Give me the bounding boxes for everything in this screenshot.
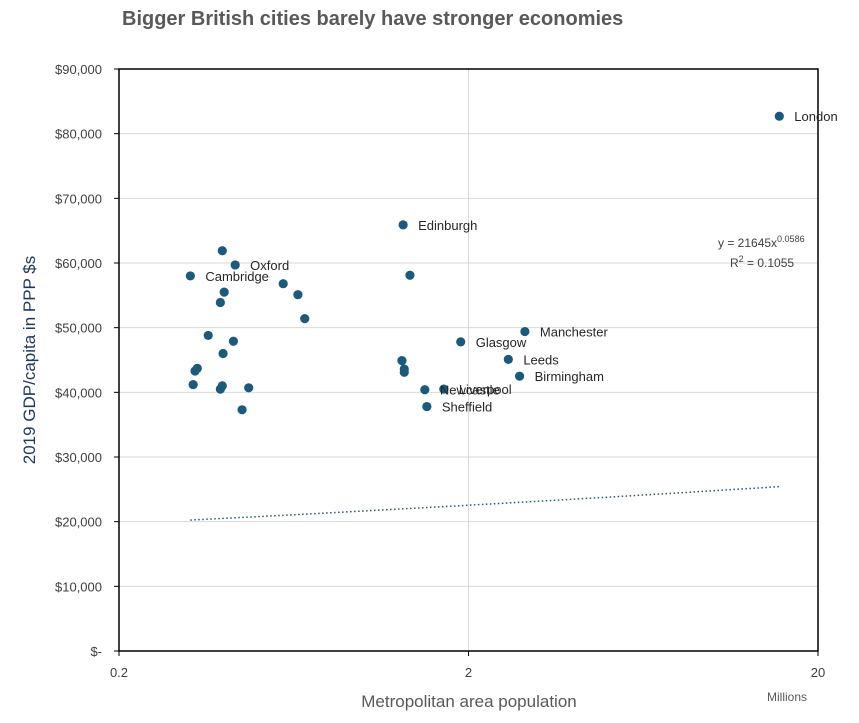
y-tick-label: $20,000: [55, 515, 102, 530]
data-point: [215, 297, 225, 308]
data-point: [397, 356, 407, 366]
point-label-liverpool: Liverpool: [459, 382, 512, 397]
point-cambridge: [185, 271, 195, 281]
point-label-sheffield: Sheffield: [442, 400, 492, 415]
point-label-manchester: Manchester: [540, 325, 609, 340]
x-tick-label: 0.2: [110, 665, 128, 680]
data-point: [300, 314, 310, 324]
point-london: [774, 111, 784, 121]
data-points: [185, 111, 784, 415]
data-point: [293, 290, 303, 300]
y-tick-label: $60,000: [55, 256, 102, 271]
data-point: [219, 287, 229, 297]
point-liverpool: [439, 384, 449, 394]
point-label-leeds: Leeds: [523, 352, 559, 367]
data-point: [278, 279, 288, 289]
data-point: [217, 246, 227, 256]
point-glasgow: [456, 337, 466, 347]
data-point: [228, 336, 239, 346]
trendline-path: [190, 485, 780, 521]
point-newcastle: [420, 385, 430, 395]
point-label-london: London: [794, 109, 837, 124]
trendline-equation-base: y = 21645x: [718, 236, 777, 250]
trendline-r-squared: R2 = 0.1055: [730, 254, 794, 270]
data-point: [203, 330, 213, 341]
data-point: [218, 348, 228, 359]
x-axis-title: Metropolitan area population: [361, 692, 576, 711]
point-label-cambridge: Cambridge: [205, 269, 269, 284]
data-point: [244, 383, 254, 393]
data-point: [237, 405, 247, 415]
x-axis-units: Millions: [767, 690, 807, 704]
trendline: [190, 485, 780, 521]
point-leeds: [503, 354, 513, 364]
point-label-edinburgh: Edinburgh: [418, 218, 477, 233]
data-point: [215, 384, 225, 394]
point-birmingham: [514, 371, 525, 381]
data-point: [399, 367, 409, 377]
data-point: [192, 363, 202, 374]
point-edinburgh: [398, 220, 408, 230]
point-manchester: [520, 326, 530, 337]
trendline-exponent: 0.0586: [777, 234, 805, 244]
r2-superscript: 2: [739, 254, 744, 264]
y-tick-label: $40,000: [55, 385, 102, 400]
point-oxford: [230, 260, 240, 270]
axis-ticks: $- $10,000 $20,000 $30,000 $40,000 $50,000 $60…: [55, 62, 825, 680]
y-axis-title: 2019 GDP/capita in PPP $s: [20, 256, 39, 465]
y-tick-label: $50,000: [55, 321, 102, 336]
point-label-newcastle: Newcastle: [440, 383, 500, 398]
point-label-glasgow: Glasgow: [476, 335, 527, 350]
data-point: [188, 379, 198, 390]
y-tick-label: $-: [90, 644, 102, 659]
y-tick-label: $90,000: [55, 62, 102, 77]
y-tick-label: $80,000: [55, 127, 102, 142]
r2-symbol: R: [730, 256, 739, 270]
trendline-equation: y = 21645x0.0586: [718, 234, 805, 250]
point-sheffield: [422, 401, 432, 412]
gridlines: [118, 68, 819, 652]
y-tick-label: $70,000: [55, 191, 102, 206]
chart-title: Bigger British cities barely have strong…: [122, 8, 624, 30]
data-point: [405, 270, 415, 280]
point-label-birmingham: Birmingham: [535, 369, 604, 384]
y-tick-label: $30,000: [55, 450, 102, 465]
x-tick-label: 2: [465, 665, 472, 680]
x-tick-label: 20: [811, 665, 825, 680]
point-label-oxford: Oxford: [250, 258, 289, 273]
r2-value: = 0.1055: [744, 256, 795, 270]
y-tick-label: $10,000: [55, 579, 102, 594]
